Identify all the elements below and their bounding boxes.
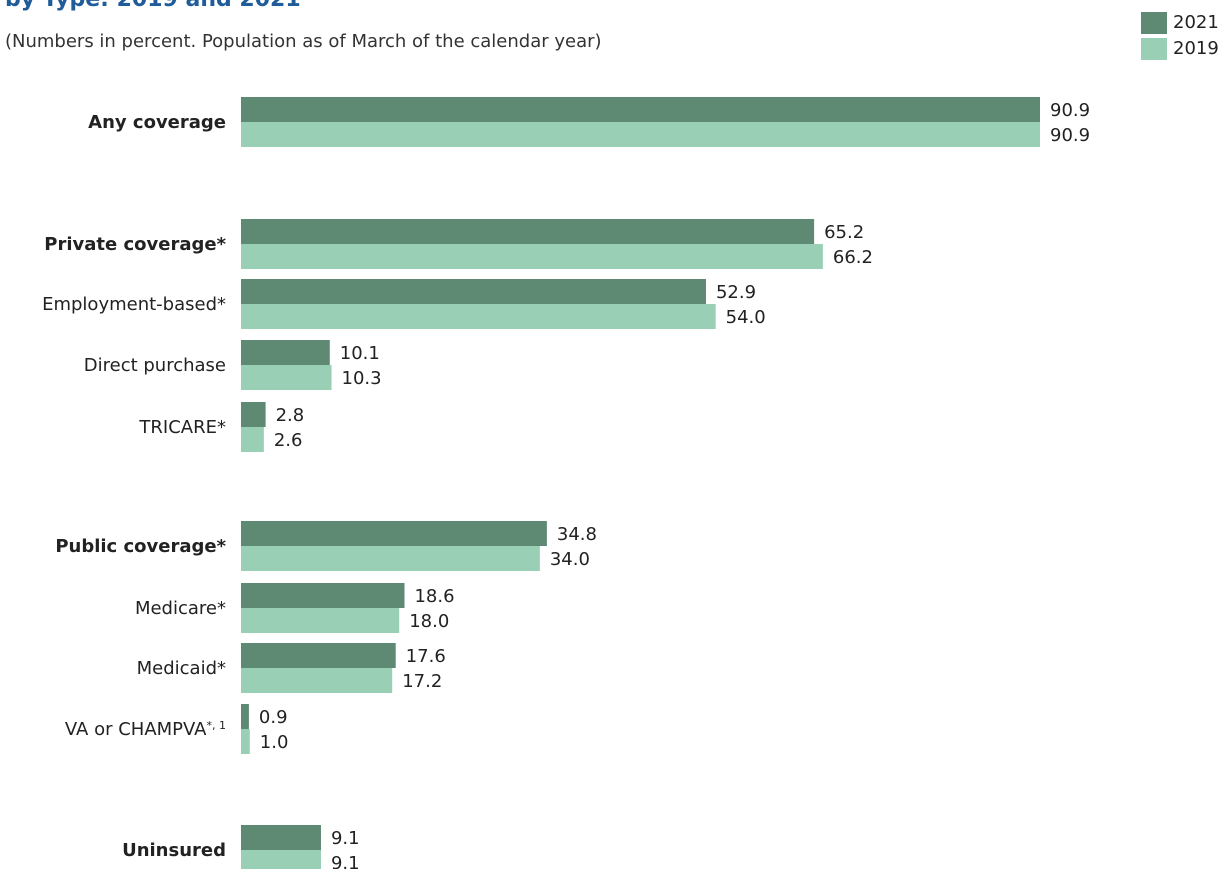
bar-2021-any-coverage xyxy=(241,97,1041,122)
value-label-2021-any-coverage: 90.9 xyxy=(1050,100,1090,121)
value-label-2021-employment-based: 52.9 xyxy=(716,282,756,303)
bar-2019-private-coverage xyxy=(241,244,823,269)
legend-swatch-2019 xyxy=(1141,38,1167,60)
value-label-2019-medicaid: 17.2 xyxy=(402,671,442,692)
legend-label-2021: 2021 xyxy=(1173,12,1219,33)
value-label-2019-any-coverage: 90.9 xyxy=(1050,125,1090,146)
bar-2021-tricare xyxy=(241,402,266,427)
legend-swatch-2021 xyxy=(1141,12,1167,34)
bar-2019-public-coverage xyxy=(241,546,540,571)
bar-2021-medicaid xyxy=(241,643,396,668)
bar-2019-medicaid xyxy=(241,668,393,693)
bar-2019-employment-based xyxy=(241,304,716,329)
bar-2019-any-coverage xyxy=(241,122,1041,147)
bar-2019-direct-purchase xyxy=(241,365,332,390)
bar-2021-va-or-champva xyxy=(241,704,249,729)
value-label-2019-direct-purchase: 10.3 xyxy=(342,368,382,389)
category-label-any-coverage: Any coverage xyxy=(88,112,226,133)
bar-2021-uninsured xyxy=(241,825,321,850)
category-label-tricare: TRICARE* xyxy=(138,417,226,438)
bar-2019-tricare xyxy=(241,427,264,452)
bar-2021-private-coverage xyxy=(241,219,815,244)
value-label-2019-private-coverage: 66.2 xyxy=(833,247,873,268)
value-label-2019-medicare: 18.0 xyxy=(409,611,449,632)
bar-2021-medicare xyxy=(241,583,405,608)
value-label-2021-uninsured: 9.1 xyxy=(331,828,360,849)
category-label-private-coverage: Private coverage* xyxy=(44,234,226,255)
value-label-2019-employment-based: 54.0 xyxy=(726,307,766,328)
legend-label-2019: 2019 xyxy=(1173,38,1219,59)
category-label-medicaid: Medicaid* xyxy=(137,658,226,679)
value-label-2021-direct-purchase: 10.1 xyxy=(340,343,380,364)
category-label-direct-purchase: Direct purchase xyxy=(84,355,226,376)
value-label-2021-tricare: 2.8 xyxy=(276,405,305,426)
value-label-2021-private-coverage: 65.2 xyxy=(824,222,864,243)
value-label-2021-public-coverage: 34.8 xyxy=(557,524,597,545)
bar-2021-public-coverage xyxy=(241,521,547,546)
bar-2021-direct-purchase xyxy=(241,340,330,365)
category-label-public-coverage: Public coverage* xyxy=(55,536,226,557)
category-label-medicare: Medicare* xyxy=(135,598,226,619)
value-label-2019-tricare: 2.6 xyxy=(274,430,303,451)
bar-2019-medicare xyxy=(241,608,400,633)
chart-subtitle: (Numbers in percent. Population as of Ma… xyxy=(5,31,602,52)
bar-2019-uninsured xyxy=(241,850,321,869)
chart-title: by Type: 2019 and 2021 xyxy=(5,0,301,12)
bar-2019-va-or-champva xyxy=(241,729,250,754)
value-label-2021-medicaid: 17.6 xyxy=(406,646,446,667)
value-label-2021-medicare: 18.6 xyxy=(414,586,454,607)
category-label-uninsured: Uninsured xyxy=(122,840,226,861)
category-label-employment-based: Employment-based* xyxy=(42,294,226,315)
bar-2021-employment-based xyxy=(241,279,706,304)
value-label-2021-va-or-champva: 0.9 xyxy=(259,707,288,728)
value-label-2019-uninsured: 9.1 xyxy=(331,853,360,869)
value-label-2019-va-or-champva: 1.0 xyxy=(260,732,289,753)
value-label-2019-public-coverage: 34.0 xyxy=(550,549,590,570)
category-label-va-or-champva: VA or CHAMPVA*, 1 xyxy=(65,719,226,741)
